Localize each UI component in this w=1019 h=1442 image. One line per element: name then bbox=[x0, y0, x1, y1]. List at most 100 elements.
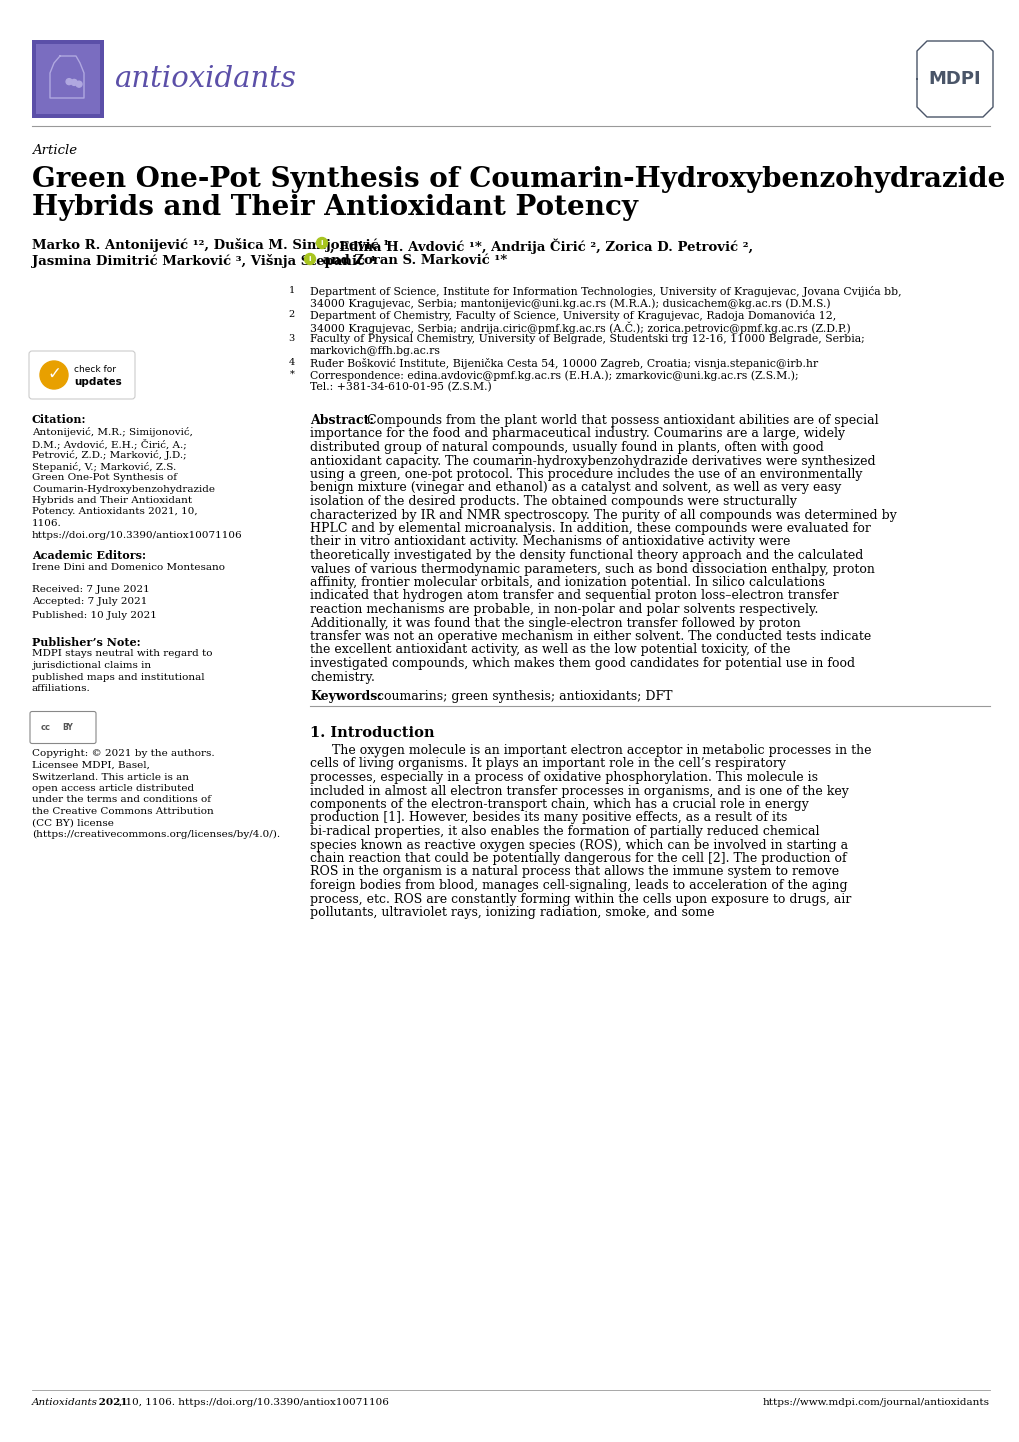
Circle shape bbox=[316, 238, 327, 248]
Text: *: * bbox=[289, 371, 294, 379]
Text: Compounds from the plant world that possess antioxidant abilities are of special: Compounds from the plant world that poss… bbox=[367, 414, 877, 427]
Text: MDPI stays neutral with regard to: MDPI stays neutral with regard to bbox=[32, 649, 212, 659]
Text: included in almost all electron transfer processes in organisms, and is one of t: included in almost all electron transfer… bbox=[310, 784, 848, 797]
Text: process, etc. ROS are constantly forming within the cells upon exposure to drugs: process, etc. ROS are constantly forming… bbox=[310, 893, 851, 906]
Text: Article: Article bbox=[32, 144, 77, 157]
Text: HPLC and by elemental microanalysis. In addition, these compounds were evaluated: HPLC and by elemental microanalysis. In … bbox=[310, 522, 870, 535]
Text: Antonijević, M.R.; Simijonović,: Antonijević, M.R.; Simijonović, bbox=[32, 427, 193, 437]
Text: chemistry.: chemistry. bbox=[310, 671, 375, 684]
Text: cc: cc bbox=[41, 722, 51, 733]
Text: published maps and institutional: published maps and institutional bbox=[32, 672, 205, 682]
Text: https://doi.org/10.3390/antiox10071106: https://doi.org/10.3390/antiox10071106 bbox=[32, 531, 243, 539]
Text: chain reaction that could be potentially dangerous for the cell [2]. The product: chain reaction that could be potentially… bbox=[310, 852, 846, 865]
Text: cells of living organisms. It plays an important role in the cell’s respiratory: cells of living organisms. It plays an i… bbox=[310, 757, 786, 770]
Text: characterized by IR and NMR spectroscopy. The purity of all compounds was determ: characterized by IR and NMR spectroscopy… bbox=[310, 509, 896, 522]
Text: markovich@ffh.bg.ac.rs: markovich@ffh.bg.ac.rs bbox=[310, 346, 440, 356]
Text: (CC BY) license: (CC BY) license bbox=[32, 819, 114, 828]
Text: 1106.: 1106. bbox=[32, 519, 62, 528]
Text: Licensee MDPI, Basel,: Licensee MDPI, Basel, bbox=[32, 761, 150, 770]
FancyBboxPatch shape bbox=[36, 45, 100, 114]
Text: Ruđer Bošković Institute, Bijenička Cesta 54, 10000 Zagreb, Croatia; visnja.step: Ruđer Bošković Institute, Bijenička Cest… bbox=[310, 358, 817, 369]
Text: Tel.: +381-34-610-01-95 (Z.S.M.): Tel.: +381-34-610-01-95 (Z.S.M.) bbox=[310, 382, 491, 392]
Text: Publisher’s Note:: Publisher’s Note: bbox=[32, 636, 141, 647]
Text: , Edina H. Avdović ¹*, Andrija Čirić ², Zorica D. Petrović ²,: , Edina H. Avdović ¹*, Andrija Čirić ², … bbox=[330, 238, 752, 254]
Text: values of various thermodynamic parameters, such as bond dissociation enthalpy, : values of various thermodynamic paramete… bbox=[310, 562, 874, 575]
Circle shape bbox=[66, 79, 72, 85]
Text: processes, especially in a process of oxidative phosphorylation. This molecule i: processes, especially in a process of ox… bbox=[310, 771, 817, 784]
Text: check for: check for bbox=[74, 365, 116, 375]
Text: antioxidant capacity. The coumarin-hydroxybenzohydrazide derivatives were synthe: antioxidant capacity. The coumarin-hydro… bbox=[310, 454, 874, 467]
Text: jurisdictional claims in: jurisdictional claims in bbox=[32, 660, 151, 671]
Text: affiliations.: affiliations. bbox=[32, 684, 91, 694]
Text: Correspondence: edina.avdovic@pmf.kg.ac.rs (E.H.A.); zmarkovic@uni.kg.ac.rs (Z.S: Correspondence: edina.avdovic@pmf.kg.ac.… bbox=[310, 371, 798, 381]
Text: 3: 3 bbox=[288, 335, 294, 343]
Text: Faculty of Physical Chemistry, University of Belgrade, Studentski trg 12-16, 110: Faculty of Physical Chemistry, Universit… bbox=[310, 335, 864, 345]
Text: Jasmina Dimitrić Marković ³, Višnja Stepanić ⁴: Jasmina Dimitrić Marković ³, Višnja Step… bbox=[32, 254, 375, 268]
Text: Published: 10 July 2021: Published: 10 July 2021 bbox=[32, 610, 157, 620]
Text: the excellent antioxidant activity, as well as the low potential toxicity, of th: the excellent antioxidant activity, as w… bbox=[310, 643, 790, 656]
Text: Antioxidants: Antioxidants bbox=[32, 1397, 98, 1407]
Text: Academic Editors:: Academic Editors: bbox=[32, 549, 146, 561]
Text: theoretically investigated by the density functional theory approach and the cal: theoretically investigated by the densit… bbox=[310, 549, 862, 562]
Text: The oxygen molecule is an important electron acceptor in metabolic processes in : The oxygen molecule is an important elec… bbox=[331, 744, 870, 757]
Text: Received: 7 June 2021: Received: 7 June 2021 bbox=[32, 584, 150, 594]
Text: Marko R. Antonijević ¹², Dušica M. Simijonović ¹: Marko R. Antonijević ¹², Dušica M. Simij… bbox=[32, 238, 388, 252]
Text: 34000 Kragujevac, Serbia; mantonijevic@uni.kg.ac.rs (M.R.A.); dusicachem@kg.ac.r: 34000 Kragujevac, Serbia; mantonijevic@u… bbox=[310, 298, 829, 309]
Text: bi-radical properties, it also enables the formation of partially reduced chemic: bi-radical properties, it also enables t… bbox=[310, 825, 818, 838]
Text: Irene Dini and Domenico Montesano: Irene Dini and Domenico Montesano bbox=[32, 562, 225, 572]
Text: indicated that hydrogen atom transfer and sequential proton loss–electron transf: indicated that hydrogen atom transfer an… bbox=[310, 590, 838, 603]
Text: 2: 2 bbox=[288, 310, 294, 319]
Text: Hybrids and Their Antioxidant Potency: Hybrids and Their Antioxidant Potency bbox=[32, 195, 637, 221]
Text: Coumarin-Hydroxybenzohydrazide: Coumarin-Hydroxybenzohydrazide bbox=[32, 485, 215, 493]
Text: MDPI: MDPI bbox=[927, 71, 980, 88]
Text: benign mixture (vinegar and ethanol) as a catalyst and solvent, as well as very : benign mixture (vinegar and ethanol) as … bbox=[310, 482, 841, 495]
Text: importance for the food and pharmaceutical industry. Coumarins are a large, wide: importance for the food and pharmaceutic… bbox=[310, 427, 845, 440]
Text: Switzerland. This article is an: Switzerland. This article is an bbox=[32, 773, 189, 782]
Text: Potency. Antioxidants 2021, 10,: Potency. Antioxidants 2021, 10, bbox=[32, 508, 198, 516]
Text: i: i bbox=[309, 257, 311, 262]
Text: using a green, one-pot protocol. This procedure includes the use of an environme: using a green, one-pot protocol. This pr… bbox=[310, 469, 862, 482]
Text: Hybrids and Their Antioxidant: Hybrids and Their Antioxidant bbox=[32, 496, 192, 505]
Text: 1. Introduction: 1. Introduction bbox=[310, 725, 434, 740]
Text: distributed group of natural compounds, usually found in plants, often with good: distributed group of natural compounds, … bbox=[310, 441, 823, 454]
Text: reaction mechanisms are probable, in non-polar and polar solvents respectively.: reaction mechanisms are probable, in non… bbox=[310, 603, 817, 616]
FancyBboxPatch shape bbox=[32, 40, 104, 118]
Text: open access article distributed: open access article distributed bbox=[32, 784, 194, 793]
Text: antioxidants: antioxidants bbox=[114, 65, 296, 92]
Text: the Creative Commons Attribution: the Creative Commons Attribution bbox=[32, 808, 214, 816]
Text: 1: 1 bbox=[288, 286, 294, 296]
Text: Additionally, it was found that the single-electron transfer followed by proton: Additionally, it was found that the sing… bbox=[310, 617, 800, 630]
Text: Abstract:: Abstract: bbox=[310, 414, 374, 427]
Text: Department of Chemistry, Faculty of Science, University of Kragujevac, Radoja Do: Department of Chemistry, Faculty of Scie… bbox=[310, 310, 836, 322]
Text: Keywords:: Keywords: bbox=[310, 691, 381, 704]
Text: under the terms and conditions of: under the terms and conditions of bbox=[32, 796, 211, 805]
Text: transfer was not an operative mechanism in either solvent. The conducted tests i: transfer was not an operative mechanism … bbox=[310, 630, 870, 643]
Text: and Zoran S. Marković ¹*: and Zoran S. Marković ¹* bbox=[318, 254, 506, 267]
Text: D.M.; Avdović, E.H.; Čirić, A.;: D.M.; Avdović, E.H.; Čirić, A.; bbox=[32, 438, 186, 448]
Text: Stepanić, V.; Marković, Z.S.: Stepanić, V.; Marković, Z.S. bbox=[32, 461, 176, 472]
Text: Citation:: Citation: bbox=[32, 414, 87, 425]
Text: coumarins; green synthesis; antioxidants; DFT: coumarins; green synthesis; antioxidants… bbox=[377, 691, 672, 704]
Circle shape bbox=[76, 81, 82, 87]
Circle shape bbox=[305, 254, 315, 264]
Text: affinity, frontier molecular orbitals, and ionization potential. In silico calcu: affinity, frontier molecular orbitals, a… bbox=[310, 575, 824, 588]
Text: pollutants, ultraviolet rays, ionizing radiation, smoke, and some: pollutants, ultraviolet rays, ionizing r… bbox=[310, 906, 713, 919]
Text: , 10, 1106. https://doi.org/10.3390/antiox10071106: , 10, 1106. https://doi.org/10.3390/anti… bbox=[119, 1397, 388, 1407]
Text: 2021: 2021 bbox=[95, 1397, 127, 1407]
Text: investigated compounds, which makes them good candidates for potential use in fo: investigated compounds, which makes them… bbox=[310, 658, 854, 671]
Text: components of the electron-transport chain, which has a crucial role in energy: components of the electron-transport cha… bbox=[310, 797, 808, 810]
FancyBboxPatch shape bbox=[29, 350, 135, 399]
Text: production [1]. However, besides its many positive effects, as a result of its: production [1]. However, besides its man… bbox=[310, 812, 787, 825]
Text: Copyright: © 2021 by the authors.: Copyright: © 2021 by the authors. bbox=[32, 750, 214, 758]
Text: 4: 4 bbox=[288, 358, 294, 368]
Text: (https://creativecommons.org/licenses/by/4.0/).: (https://creativecommons.org/licenses/by… bbox=[32, 831, 280, 839]
Text: 34000 Kragujevac, Serbia; andrija.ciric@pmf.kg.ac.rs (A.Č.); zorica.petrovic@pmf: 34000 Kragujevac, Serbia; andrija.ciric@… bbox=[310, 322, 850, 335]
Text: updates: updates bbox=[74, 376, 121, 386]
Text: species known as reactive oxygen species (ROS), which can be involved in startin: species known as reactive oxygen species… bbox=[310, 838, 847, 851]
Text: Department of Science, Institute for Information Technologies, University of Kra: Department of Science, Institute for Inf… bbox=[310, 286, 901, 297]
Text: Petrović, Z.D.; Marković, J.D.;: Petrović, Z.D.; Marković, J.D.; bbox=[32, 450, 186, 460]
Text: Green One-Pot Synthesis of: Green One-Pot Synthesis of bbox=[32, 473, 177, 482]
Text: https://www.mdpi.com/journal/antioxidants: https://www.mdpi.com/journal/antioxidant… bbox=[762, 1397, 989, 1407]
Text: ROS in the organism is a natural process that allows the immune system to remove: ROS in the organism is a natural process… bbox=[310, 865, 839, 878]
Text: isolation of the desired products. The obtained compounds were structurally: isolation of the desired products. The o… bbox=[310, 495, 796, 508]
